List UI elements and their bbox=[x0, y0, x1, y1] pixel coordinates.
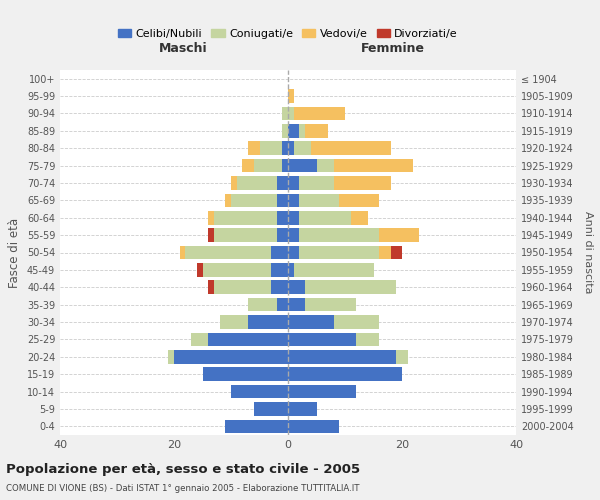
Bar bbox=[305, 298, 356, 312]
Bar bbox=[288, 159, 317, 172]
Bar bbox=[283, 159, 288, 172]
Bar bbox=[231, 194, 277, 207]
Bar bbox=[288, 332, 356, 346]
Bar bbox=[174, 350, 288, 364]
Bar bbox=[391, 246, 402, 260]
Bar bbox=[311, 142, 391, 155]
Bar bbox=[356, 332, 379, 346]
Bar bbox=[288, 315, 334, 329]
Bar bbox=[168, 350, 174, 364]
Bar bbox=[288, 228, 299, 242]
Bar bbox=[208, 228, 214, 242]
Bar bbox=[271, 280, 288, 294]
Bar bbox=[203, 368, 288, 381]
Bar bbox=[260, 142, 283, 155]
Bar bbox=[283, 106, 288, 120]
Bar bbox=[294, 106, 345, 120]
Bar bbox=[299, 124, 305, 138]
Bar bbox=[299, 194, 340, 207]
Bar bbox=[271, 263, 288, 276]
Bar bbox=[248, 142, 260, 155]
Y-axis label: Fasce di età: Fasce di età bbox=[8, 218, 21, 288]
Bar bbox=[288, 280, 305, 294]
Bar bbox=[288, 420, 340, 433]
Bar bbox=[340, 194, 379, 207]
Bar bbox=[214, 280, 271, 294]
Bar bbox=[299, 228, 379, 242]
Bar bbox=[334, 159, 413, 172]
Bar bbox=[350, 211, 368, 224]
Bar bbox=[277, 228, 288, 242]
Bar bbox=[288, 246, 299, 260]
Bar bbox=[231, 385, 288, 398]
Bar bbox=[277, 176, 288, 190]
Bar bbox=[208, 211, 214, 224]
Bar bbox=[305, 124, 328, 138]
Bar bbox=[299, 176, 334, 190]
Bar bbox=[248, 315, 288, 329]
Legend: Celibi/Nubili, Coniugati/e, Vedovi/e, Divorziati/e: Celibi/Nubili, Coniugati/e, Vedovi/e, Di… bbox=[113, 24, 463, 44]
Bar bbox=[334, 176, 391, 190]
Bar bbox=[397, 350, 408, 364]
Bar bbox=[288, 194, 299, 207]
Bar bbox=[288, 385, 356, 398]
Bar bbox=[294, 142, 311, 155]
Bar bbox=[248, 298, 277, 312]
Bar bbox=[214, 211, 277, 224]
Text: Maschi: Maschi bbox=[159, 42, 208, 56]
Bar bbox=[271, 246, 288, 260]
Bar bbox=[288, 142, 294, 155]
Bar bbox=[283, 142, 288, 155]
Bar bbox=[180, 246, 185, 260]
Bar bbox=[288, 368, 402, 381]
Bar bbox=[288, 211, 299, 224]
Bar bbox=[288, 263, 294, 276]
Bar bbox=[202, 263, 271, 276]
Bar bbox=[197, 263, 203, 276]
Bar bbox=[208, 332, 288, 346]
Bar bbox=[305, 280, 397, 294]
Bar bbox=[288, 124, 299, 138]
Bar bbox=[288, 402, 317, 415]
Bar bbox=[288, 350, 397, 364]
Bar bbox=[214, 228, 277, 242]
Bar bbox=[231, 176, 236, 190]
Text: Popolazione per età, sesso e stato civile - 2005: Popolazione per età, sesso e stato civil… bbox=[6, 462, 360, 475]
Bar bbox=[288, 176, 299, 190]
Bar bbox=[220, 315, 248, 329]
Bar bbox=[254, 159, 283, 172]
Text: Femmine: Femmine bbox=[361, 42, 425, 56]
Bar bbox=[237, 176, 277, 190]
Bar bbox=[299, 246, 379, 260]
Text: COMUNE DI VIONE (BS) - Dati ISTAT 1° gennaio 2005 - Elaborazione TUTTITALIA.IT: COMUNE DI VIONE (BS) - Dati ISTAT 1° gen… bbox=[6, 484, 359, 493]
Bar bbox=[299, 211, 350, 224]
Bar bbox=[277, 194, 288, 207]
Bar bbox=[288, 90, 294, 103]
Bar bbox=[283, 124, 288, 138]
Bar bbox=[317, 159, 334, 172]
Bar bbox=[208, 280, 214, 294]
Bar bbox=[379, 246, 391, 260]
Bar bbox=[242, 159, 254, 172]
Bar bbox=[191, 332, 208, 346]
Bar bbox=[288, 298, 305, 312]
Bar bbox=[226, 420, 288, 433]
Bar bbox=[277, 298, 288, 312]
Bar bbox=[294, 263, 373, 276]
Bar bbox=[334, 315, 379, 329]
Bar bbox=[379, 228, 419, 242]
Bar bbox=[226, 194, 231, 207]
Bar bbox=[277, 211, 288, 224]
Y-axis label: Anni di nascita: Anni di nascita bbox=[583, 211, 593, 294]
Bar bbox=[185, 246, 271, 260]
Bar bbox=[254, 402, 288, 415]
Bar bbox=[288, 106, 294, 120]
